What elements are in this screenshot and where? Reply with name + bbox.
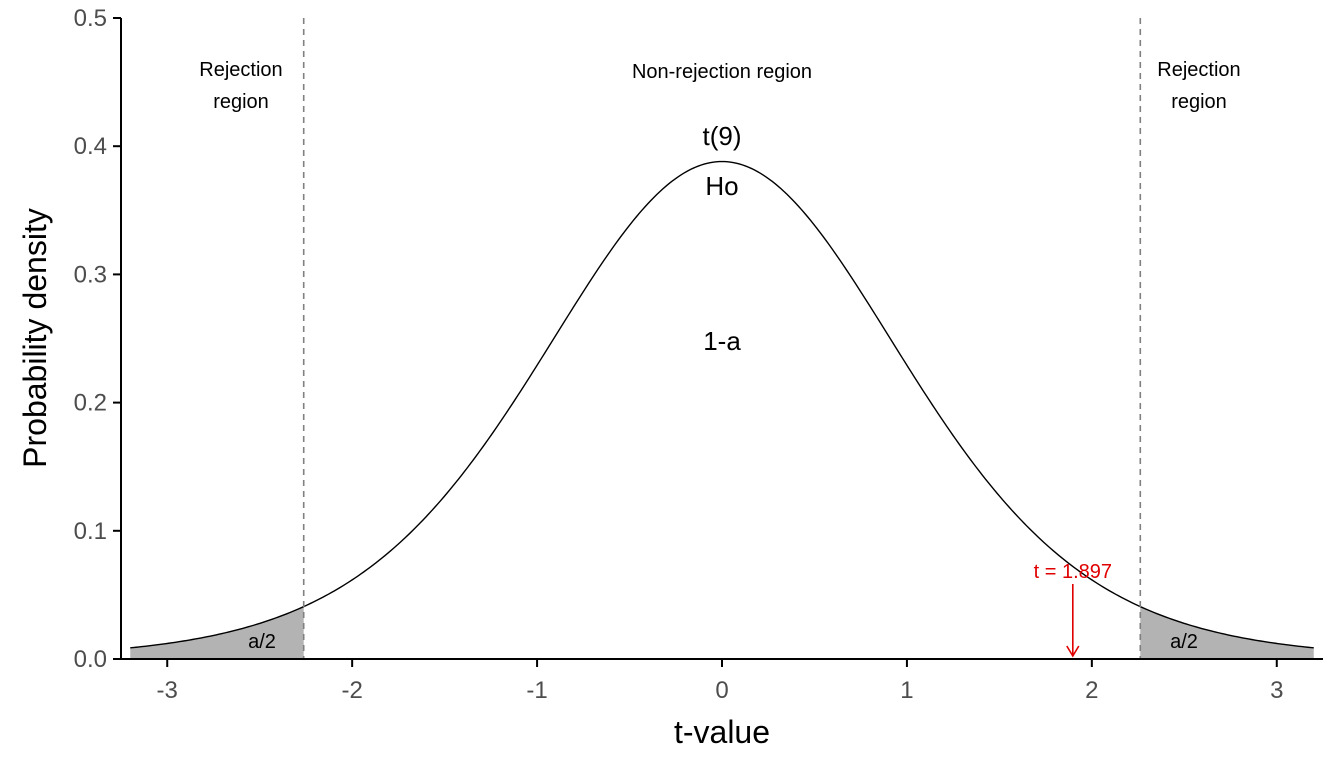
observed-t-arrowhead: [1066, 645, 1080, 658]
y-tick-label: 0.4: [74, 133, 107, 160]
t-density-curve: [130, 160, 1314, 649]
y-axis-title: Probability density: [17, 208, 53, 468]
x-tick-label: -1: [526, 677, 547, 704]
tail-area-right: [1140, 606, 1314, 659]
y-tick-label: 0.0: [74, 646, 107, 673]
rejection-region-left-label-line1: Rejection: [199, 59, 282, 81]
x-tick-label: 2: [1085, 677, 1098, 704]
rejection-region-right-label-line1: Rejection: [1157, 59, 1240, 81]
observed-t-label: t = 1.897: [1034, 561, 1112, 583]
x-tick-label: -3: [157, 677, 178, 704]
x-tick-label: 0: [715, 677, 728, 704]
y-tick-label: 0.2: [74, 390, 107, 417]
x-tick-label: 1: [900, 677, 913, 704]
rejection-region-right-label-line2: region: [1171, 91, 1227, 113]
y-tick-label: 0.1: [74, 518, 107, 545]
tail-area-left: [130, 606, 304, 659]
x-axis-title: t-value: [674, 714, 770, 750]
confidence-label: 1-a: [703, 326, 741, 356]
tail-left-label: a/2: [248, 631, 276, 653]
non-rejection-region-label: Non-rejection region: [632, 61, 812, 83]
y-tick-label: 0.3: [74, 261, 107, 288]
x-tick-label: -2: [341, 677, 362, 704]
plot-area: -3 -2 -1 0 1 2 3 0.0 0.1 0.2 0.3 0.4 0.5: [74, 5, 1323, 704]
distribution-label: t(9): [703, 121, 742, 151]
hypothesis-label: Ho: [705, 171, 738, 201]
tail-right-label: a/2: [1170, 631, 1198, 653]
y-tick-label: 0.5: [74, 5, 107, 32]
x-tick-label: 3: [1270, 677, 1283, 704]
rejection-region-left-label-line2: region: [213, 91, 269, 113]
